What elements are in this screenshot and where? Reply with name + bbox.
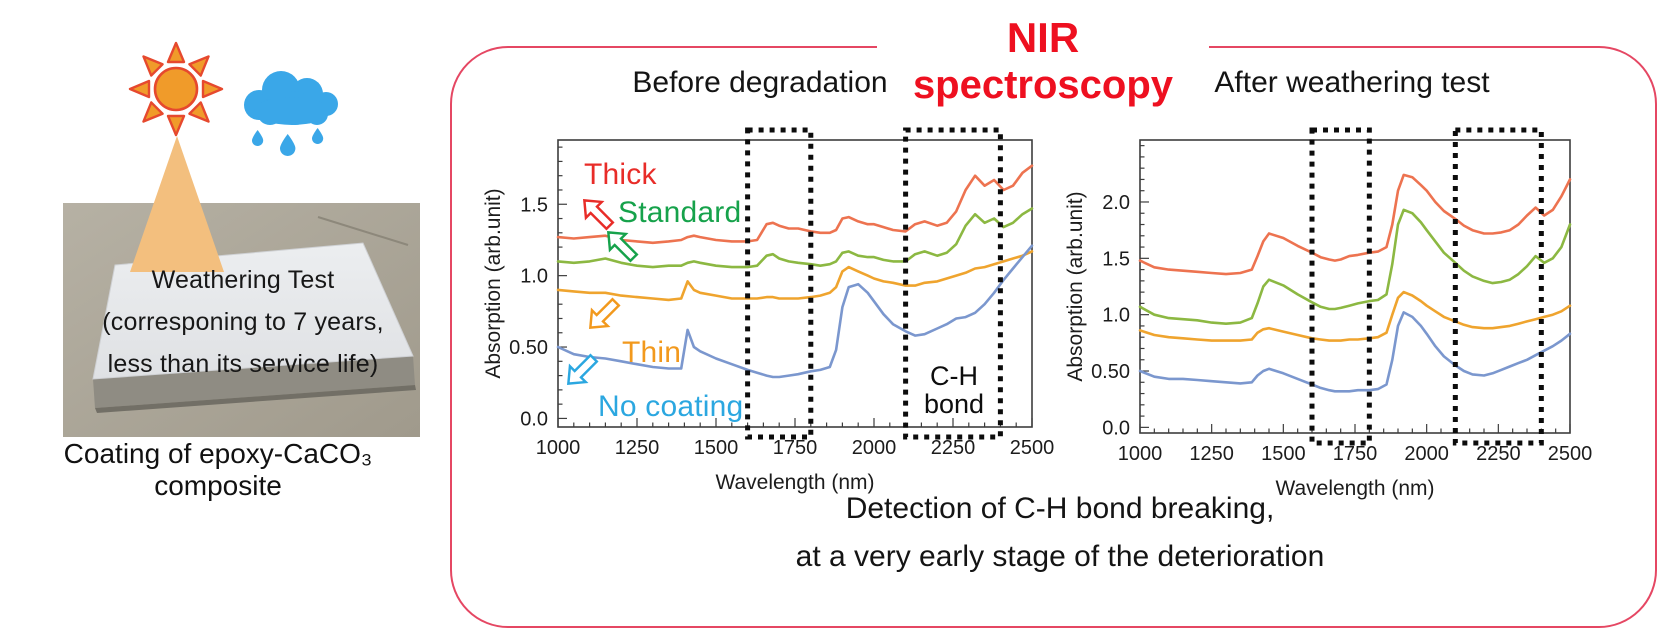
weathering-text-line3: less than its service life) xyxy=(107,350,379,378)
svg-text:2250: 2250 xyxy=(931,437,976,459)
weathering-text-line1: Weathering Test xyxy=(151,266,335,294)
svg-text:0.0: 0.0 xyxy=(520,408,548,430)
svg-text:1.0: 1.0 xyxy=(1102,305,1130,327)
svg-text:0.50: 0.50 xyxy=(509,337,548,359)
curve-label-thin: Thin xyxy=(622,336,682,369)
footer-line1: Detection of C-H bond breaking, xyxy=(845,492,1275,525)
svg-text:1.0: 1.0 xyxy=(520,266,548,288)
svg-text:0.0: 0.0 xyxy=(1102,417,1130,439)
svg-text:2500: 2500 xyxy=(1010,437,1055,459)
panel-title: NIR spectroscopy xyxy=(877,14,1209,109)
panel-title-nir: NIR xyxy=(1006,14,1080,61)
ch-bond-annotation: C-H bond xyxy=(898,361,1010,419)
svg-text:Absorption (arb.unit): Absorption (arb.unit) xyxy=(482,188,505,378)
svg-text:Wavelength (nm): Wavelength (nm) xyxy=(1275,477,1434,500)
svg-text:1000: 1000 xyxy=(536,437,581,459)
footer-line2: at a very early stage of the deteriorati… xyxy=(795,540,1325,573)
svg-text:2250: 2250 xyxy=(1476,443,1521,465)
no-coating-arrow-icon xyxy=(566,353,599,386)
svg-text:1250: 1250 xyxy=(615,437,660,459)
sample-photo xyxy=(63,203,420,437)
curve-label-no-coating: No coating xyxy=(598,390,744,423)
svg-text:2.0: 2.0 xyxy=(1102,192,1130,214)
svg-text:1250: 1250 xyxy=(1189,443,1234,465)
tile-top xyxy=(92,242,414,380)
light-beam xyxy=(130,136,224,272)
svg-text:2500: 2500 xyxy=(1548,443,1593,465)
ch-bond-line1: C-H xyxy=(930,361,978,391)
rain-cloud-icon xyxy=(244,71,338,156)
svg-text:1750: 1750 xyxy=(773,437,818,459)
svg-text:0.50: 0.50 xyxy=(1091,361,1130,383)
svg-text:Absorption (arb.unit): Absorption (arb.unit) xyxy=(1064,191,1087,381)
svg-text:1000: 1000 xyxy=(1118,443,1163,465)
chart-title-before: Before degradation xyxy=(632,66,888,99)
svg-text:2000: 2000 xyxy=(852,437,897,459)
thin-arrow-icon xyxy=(588,297,621,330)
standard-arrow-icon xyxy=(606,230,639,263)
curve-label-standard: Standard xyxy=(618,196,742,229)
curve-label-thick: Thick xyxy=(584,158,657,191)
svg-text:1500: 1500 xyxy=(1261,443,1306,465)
weathering-text-line2: (corresponing to 7 years, xyxy=(102,308,384,336)
sun-icon xyxy=(128,41,224,137)
ch-bond-line2: bond xyxy=(923,388,985,419)
panel-title-spectroscopy: spectroscopy xyxy=(912,63,1174,108)
chart-before-degradation: 1000 1250 1500 1750 2000 2250 2500 0.0 0.50 1.0 1.… xyxy=(482,127,1054,494)
thick-arrow-icon xyxy=(582,198,615,231)
photo-caption: Coating of epoxy-CaCO₃ composite xyxy=(63,438,373,501)
tile-side xyxy=(93,356,415,408)
svg-text:2000: 2000 xyxy=(1404,443,1449,465)
chart-title-after: After weathering test xyxy=(1214,66,1490,99)
chart-after-weathering: 1000 1250 1500 1750 2000 2250 2500 0.0 0.50 1.0 1.… xyxy=(1064,127,1593,500)
svg-text:1500: 1500 xyxy=(694,437,739,459)
svg-text:1750: 1750 xyxy=(1333,443,1378,465)
svg-text:1.5: 1.5 xyxy=(1102,248,1130,270)
svg-text:1.5: 1.5 xyxy=(520,194,548,216)
svg-text:Wavelength (nm): Wavelength (nm) xyxy=(715,471,874,494)
